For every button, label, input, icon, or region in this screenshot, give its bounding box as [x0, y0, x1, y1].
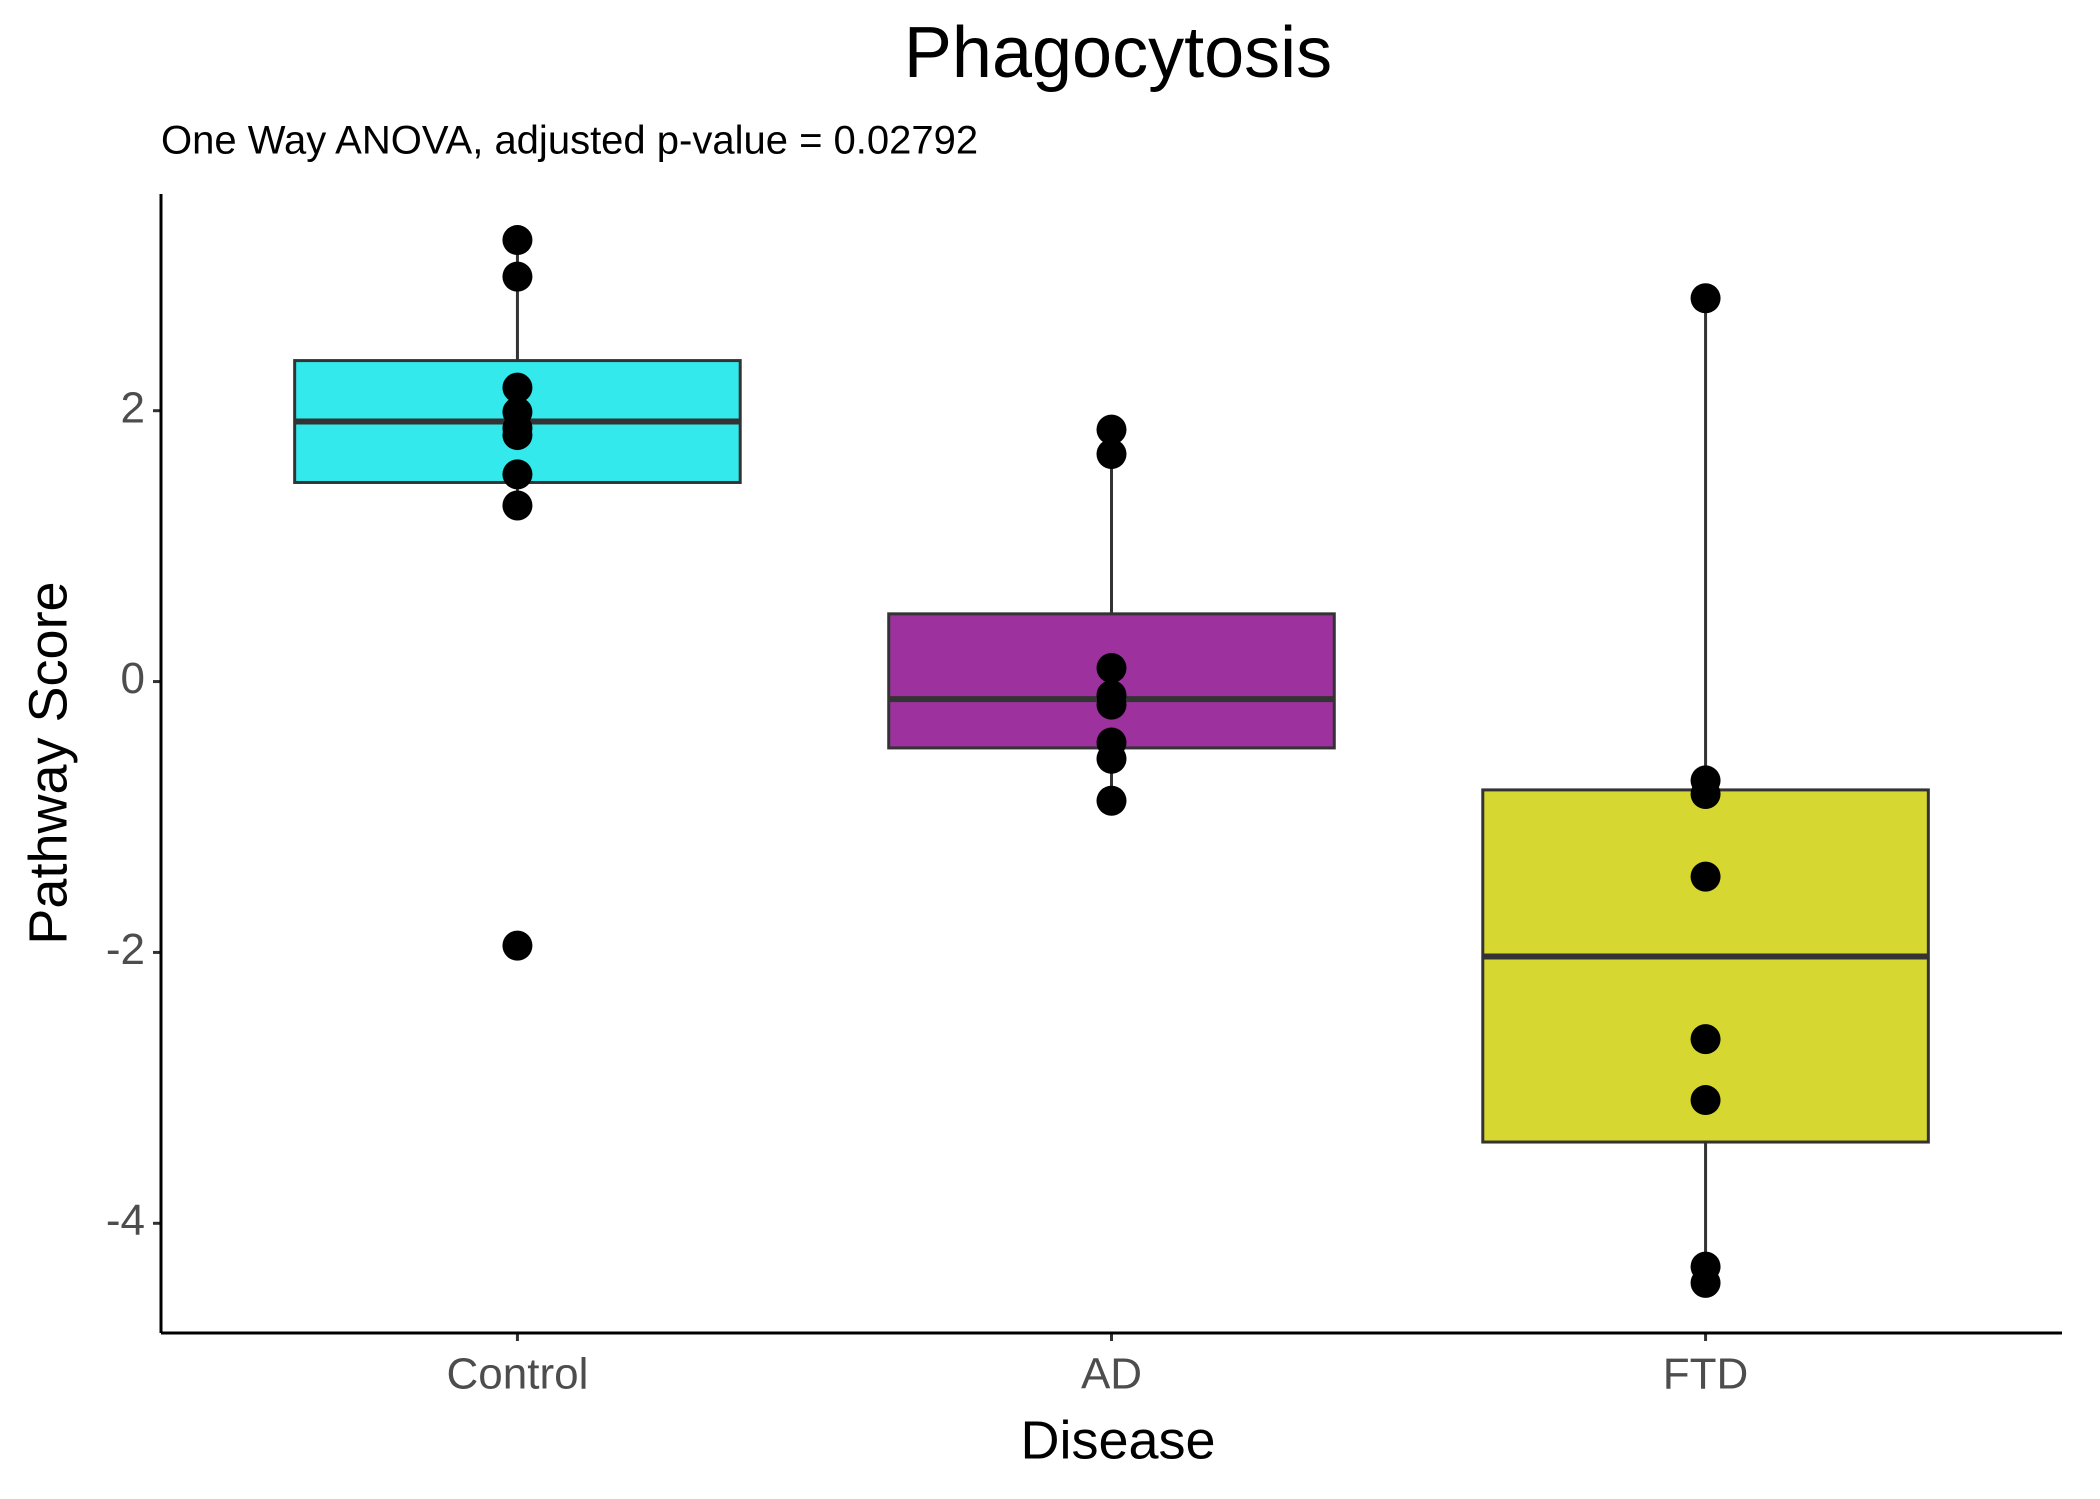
point [502, 225, 533, 256]
point [502, 261, 533, 292]
point [1690, 1267, 1721, 1298]
x-tick-label: AD [1081, 1350, 1142, 1399]
point [1690, 1024, 1721, 1055]
chart-title: Phagocytosis [904, 13, 1332, 93]
point [1096, 439, 1127, 470]
y-tick-label: 2 [121, 383, 145, 432]
point [1096, 743, 1127, 774]
point [1690, 861, 1721, 892]
y-tick-label: -4 [106, 1196, 145, 1245]
point [502, 490, 533, 521]
point [1096, 785, 1127, 816]
point [1096, 414, 1127, 445]
box [1481, 788, 1930, 1144]
point [1690, 1085, 1721, 1116]
point [502, 420, 533, 451]
point [1690, 283, 1721, 314]
y-tick-label: 0 [121, 654, 145, 703]
chart-subtitle: One Way ANOVA, adjusted p-value = 0.0279… [161, 119, 978, 163]
y-axis-title: Pathway Score [18, 581, 78, 944]
point [502, 372, 533, 403]
point [502, 459, 533, 490]
x-tick-label: Control [447, 1350, 589, 1399]
y-tick-label: -2 [106, 925, 145, 974]
x-tick-label: FTD [1663, 1350, 1749, 1399]
point [1096, 653, 1127, 684]
point [1096, 689, 1127, 720]
point [1690, 778, 1721, 809]
x-axis-title: Disease [1020, 1410, 1215, 1470]
point [502, 930, 533, 961]
